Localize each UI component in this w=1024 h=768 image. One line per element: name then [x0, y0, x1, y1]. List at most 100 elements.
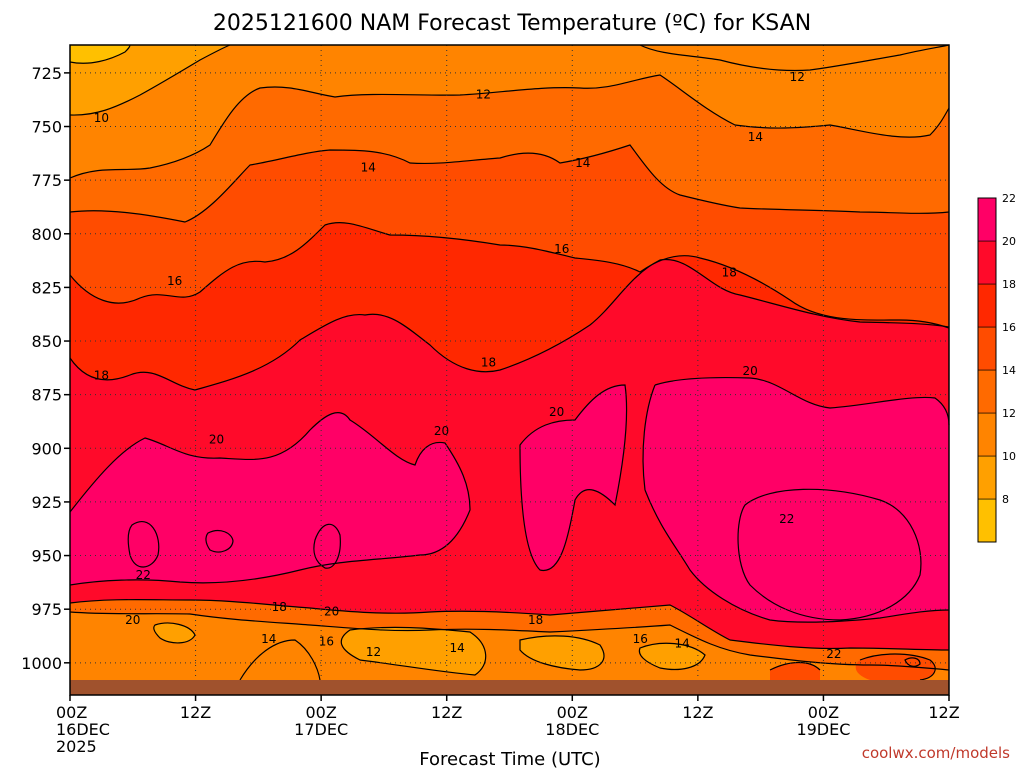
contour-label: 14	[261, 632, 276, 646]
x-tick-label: 12Z	[682, 703, 713, 722]
contour-20c	[654, 376, 950, 426]
colorbar-swatch	[977, 412, 997, 457]
plot-border	[69, 44, 950, 696]
contour-label: 12	[366, 645, 381, 659]
band-low-d	[770, 654, 936, 680]
contour-label: 22	[826, 647, 841, 661]
contour-22b	[205, 529, 234, 553]
contour-22d	[737, 488, 922, 621]
contour-20	[69, 412, 471, 586]
colorbar-label: 22	[1002, 192, 1016, 205]
contour-16	[69, 222, 950, 329]
x-tick-label: 00Z	[305, 703, 336, 722]
band-24b	[205, 530, 233, 552]
y-tick-label: 725	[31, 64, 62, 83]
colorbar: 8 10 12 14 16 18 20 22	[977, 192, 1016, 543]
contour-label: 16	[319, 634, 334, 648]
contour-10	[69, 44, 231, 116]
contour-8	[69, 44, 131, 64]
contour-18	[69, 258, 950, 391]
x-tick-label: 00Z	[56, 703, 87, 722]
x-tick-label: 12Z	[928, 703, 959, 722]
contour-label: 16	[167, 274, 182, 288]
contour-low-e	[239, 639, 321, 681]
x-tick-label: 12Z	[180, 703, 211, 722]
colorbar-label: 18	[1002, 278, 1016, 291]
contour-label: 18	[272, 600, 287, 614]
contour-low-16	[153, 622, 196, 644]
contour-20b	[519, 384, 628, 571]
x-tick-label: 2025	[56, 737, 97, 756]
colorbar-label: 12	[1002, 407, 1016, 420]
band-low-c	[153, 623, 706, 675]
colorbar-swatch	[977, 197, 997, 242]
contour-label: 22	[136, 568, 151, 582]
y-tick-label: 850	[31, 332, 62, 351]
colorbar-swatch	[977, 326, 997, 371]
contour-label: 20	[324, 604, 339, 618]
contour-label: 22	[779, 512, 794, 526]
x-tick-label: 16DEC	[56, 720, 110, 739]
contour-label: 14	[675, 637, 690, 651]
contour-label: 12	[476, 87, 491, 101]
contour-22a	[127, 521, 160, 568]
colorbar-swatch	[977, 240, 997, 285]
contour-label: 20	[209, 433, 224, 447]
contour-label: 18	[528, 613, 543, 627]
x-tick-label: 00Z	[557, 703, 588, 722]
contour-20c-low	[644, 489, 950, 623]
contour-labels: 10 12 12 14 14 14 16 16 18 18 18 20 20 20 20 22 22 20 20 18…	[94, 70, 842, 661]
contour-22c	[313, 523, 341, 569]
contour-low-14	[340, 626, 487, 676]
y-tick-label: 950	[31, 547, 62, 566]
band-22b	[520, 385, 627, 571]
x-axis-label: Forecast Time (UTC)	[419, 749, 600, 768]
contour-label: 18	[481, 355, 496, 369]
x-tick-label: 17DEC	[294, 720, 348, 739]
contour-low-14b	[519, 635, 605, 671]
chart-title: 2025121600 NAM Forecast Temperature (ºC)…	[213, 11, 811, 36]
band-low-b	[70, 612, 949, 680]
colorbar-label: 14	[1002, 364, 1016, 377]
contour-lines	[69, 44, 950, 681]
y-tick-label: 975	[31, 600, 62, 619]
contour-label: 18	[722, 265, 737, 279]
contour-20c-side	[642, 384, 656, 491]
contour-label: 12	[790, 70, 805, 84]
band-24c	[313, 524, 341, 569]
contour-label: 16	[554, 242, 569, 256]
colorbar-label: 10	[1002, 450, 1016, 463]
colorbar-swatch	[977, 369, 997, 414]
contour-14	[69, 144, 950, 223]
x-tick-label: 19DEC	[796, 720, 850, 739]
plot-area: 10 12 12 14 14 14 16 16 18 18 18 20 20 20 20 22 22 20 20 18…	[69, 44, 950, 696]
y-tick-label: 875	[31, 386, 62, 405]
contour-label: 20	[434, 424, 449, 438]
band-24d	[738, 489, 921, 620]
y-tick-label: 825	[31, 278, 62, 297]
band-8	[70, 45, 130, 64]
colorbar-swatch	[977, 498, 997, 543]
contour-label: 20	[743, 364, 758, 378]
colorbar-swatch	[977, 455, 997, 500]
x-tick-label: 18DEC	[545, 720, 599, 739]
y-tick-label: 925	[31, 493, 62, 512]
colorbar-label: 8	[1002, 493, 1009, 506]
contour-label: 14	[450, 641, 465, 655]
contour-label: 10	[94, 111, 109, 125]
site-credit: coolwx.com/models	[862, 744, 1010, 762]
contour-low-20	[69, 599, 950, 651]
band-10	[70, 45, 230, 116]
x-tick-label: 12Z	[431, 703, 462, 722]
y-tick-label: 900	[31, 439, 62, 458]
contour-label: 20	[549, 405, 564, 419]
contour-label: 14	[361, 160, 376, 174]
contour-label: 20	[125, 613, 140, 627]
colorbar-swatch	[977, 283, 997, 328]
x-tick-label: 00Z	[808, 703, 839, 722]
y-tick-label: 750	[31, 118, 62, 137]
contour-label: 14	[748, 130, 763, 144]
colorbar-frame	[977, 197, 997, 543]
